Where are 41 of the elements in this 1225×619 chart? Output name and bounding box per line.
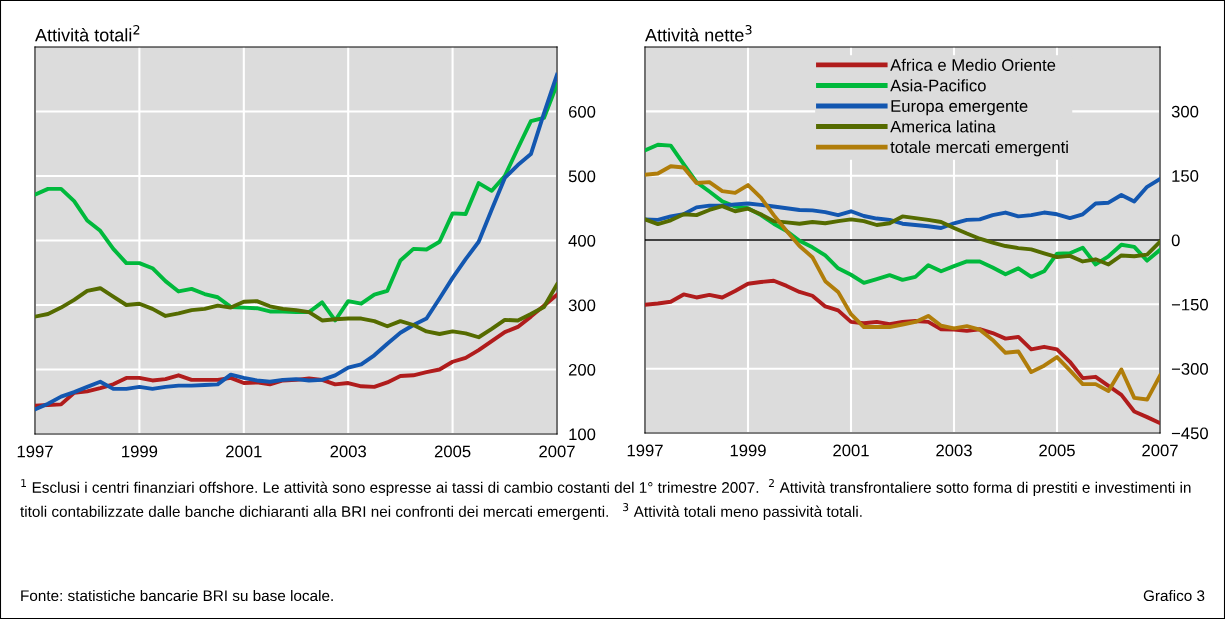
- x-tick-label: 2003: [330, 445, 367, 458]
- legend-label: Africa e Medio Oriente: [890, 58, 1056, 71]
- legend-label: Europa emergente: [891, 100, 1028, 116]
- y-tick-label: 150: [1172, 170, 1199, 182]
- x-tick-label: 2001: [833, 444, 869, 457]
- y-tick-label: −300: [1171, 363, 1208, 375]
- y-tick-label: 300: [1171, 105, 1199, 118]
- source-note: Fonte: statistiche bancarie BRI su base locale.: [21, 589, 333, 602]
- legend-label: Asia-Pacifico: [890, 79, 986, 92]
- x-tick-label: 2003: [936, 444, 972, 457]
- x-tick-label: 2007: [1142, 444, 1178, 457]
- x-tick-label: 2007: [539, 445, 575, 458]
- legend-label: America latina: [890, 120, 996, 133]
- line-series: [645, 204, 1160, 267]
- y-tick-label: 100: [569, 428, 596, 441]
- text: Grafico 3: [1143, 589, 1205, 602]
- line-series: [645, 177, 1160, 230]
- text: $^{1}$ Esclusi i centri finanziari offshore. Le attività sono espresse ai tassi di cambio costanti del 1° trimestre 2007. $^{2}$ Attività transfrontaliere sotto forma di prestiti e investimenti in titoli contabilizzate dalle banche dichiaranti alla BRI nei confronti dei mercati emergenti. $^{3}$ Attività totali meno passività totali.: [20, 479, 1191, 521]
- legend-label: totale mercati emergenti: [890, 140, 1068, 157]
- x-tick-label: 2005: [434, 445, 471, 458]
- x-tick-label: 1997: [17, 445, 53, 458]
- y-tick-label: 600: [568, 105, 596, 118]
- x-tick-label: 2005: [1039, 444, 1075, 457]
- x-tick-label: 1997: [627, 444, 663, 457]
- y-tick-label: 400: [568, 234, 596, 247]
- x-tick-label: 1999: [730, 444, 766, 457]
- y-tick-label: −150: [1171, 298, 1208, 311]
- line-series: [35, 82, 557, 323]
- chart-title: Attività nette$^{3}$: [645, 25, 752, 42]
- line-series: [645, 164, 1160, 402]
- y-tick-label: 200: [568, 363, 596, 376]
- line-series: [35, 72, 557, 412]
- y-tick-label: 300: [568, 299, 596, 312]
- x-tick-label: 2001: [226, 445, 262, 458]
- line-series: [645, 278, 1160, 426]
- chart-title: Attività totali$^{2}$: [35, 25, 140, 42]
- y-tick-label: 500: [568, 170, 596, 183]
- y-tick-label: 0: [1171, 234, 1180, 247]
- line-series: [35, 282, 557, 340]
- y-tick-label: −450: [1171, 427, 1208, 440]
- x-tick-label: 1999: [122, 445, 158, 458]
